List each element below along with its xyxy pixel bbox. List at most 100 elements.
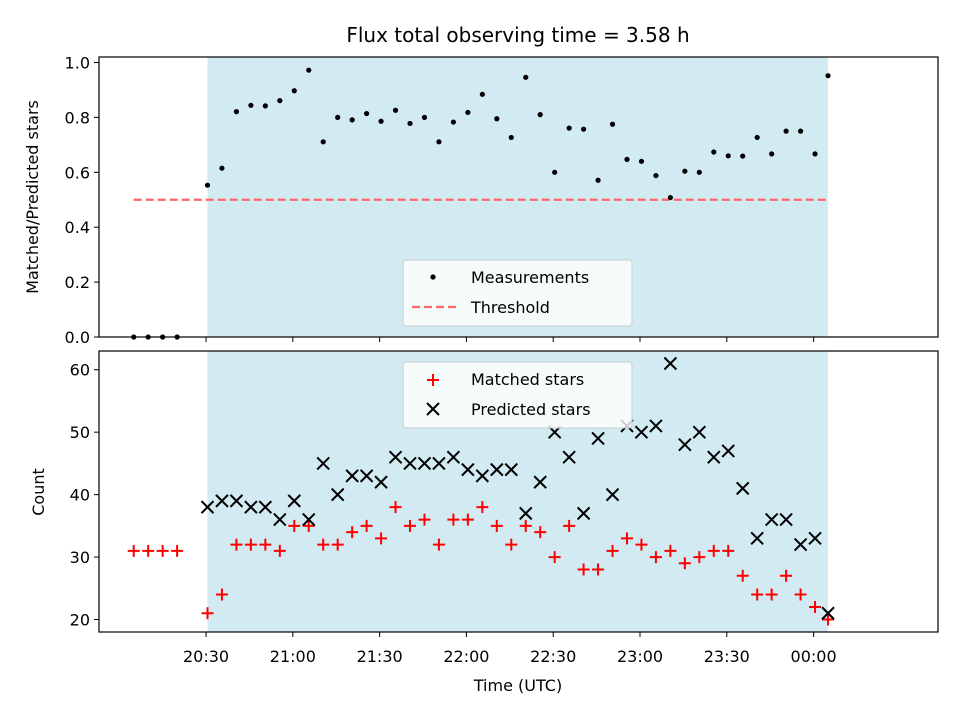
matched-star-point — [156, 544, 169, 557]
predicted-star-point — [374, 475, 388, 489]
matched-star-point — [678, 557, 691, 570]
matched-star-point — [519, 519, 532, 532]
predicted-star-point — [490, 462, 504, 477]
matched-star-point — [302, 519, 315, 532]
predicted-star-point — [707, 450, 721, 464]
measurement-point — [769, 151, 775, 157]
matched-star-point — [649, 551, 662, 564]
matched-star-point — [404, 519, 417, 532]
predicted-star-point — [417, 456, 432, 471]
matched-star-point — [476, 501, 489, 514]
predicted-star-point — [692, 425, 707, 439]
matched-star-point — [563, 519, 576, 532]
matched-star-point — [780, 569, 793, 582]
y-tick-label: 20 — [70, 611, 90, 630]
predicted-star-point — [273, 512, 287, 527]
legend-measurements-marker — [430, 274, 436, 280]
matched-star-point — [360, 519, 373, 532]
predicted-star-point — [302, 512, 316, 527]
measurement-point — [609, 121, 616, 127]
predicted-star-point — [446, 450, 461, 464]
predicted-star-point — [519, 506, 533, 521]
measurement-point — [349, 117, 355, 123]
predicted-star-point — [764, 512, 779, 527]
matched-star-point — [346, 526, 359, 539]
measurement-point — [653, 172, 659, 179]
matched-star-point — [259, 538, 272, 551]
measurement-point — [407, 120, 413, 127]
predicted-star-point — [345, 469, 359, 483]
bottom-y-axis-label: Count — [29, 468, 48, 516]
predicted-star-point — [634, 425, 649, 439]
matched-star-point — [548, 551, 561, 564]
x-tick-label: 21:00 — [270, 647, 316, 666]
measurement-point — [277, 98, 283, 104]
measurement-point — [682, 168, 688, 174]
x-tick-label: 21:30 — [357, 647, 403, 666]
predicted-star-point — [287, 494, 301, 508]
predicted-star-point — [649, 419, 663, 433]
matched-star-point — [273, 544, 286, 557]
predicted-star-point — [779, 512, 793, 527]
measurement-point — [508, 134, 514, 141]
top-legend: Measurements Threshold — [402, 259, 633, 327]
bottom-panel-frame — [98, 350, 939, 633]
measurement-point — [320, 139, 326, 145]
predicted-star-point — [793, 537, 808, 552]
measurement-point — [624, 156, 630, 162]
predicted-star-point — [736, 481, 750, 496]
measurement-point — [537, 112, 543, 118]
matched-star-point — [201, 607, 214, 620]
legend-matched-label: Matched stars — [471, 370, 584, 389]
measurement-point — [204, 182, 211, 188]
predicted-star-point — [605, 487, 620, 502]
x-axis-label: Time (UTC) — [473, 676, 562, 695]
measurement-point — [638, 158, 645, 164]
y-tick-label: 0.8 — [65, 108, 90, 127]
measurement-point — [552, 169, 558, 175]
matched-star-point — [809, 601, 822, 614]
legend-predicted-label: Predicted stars — [471, 400, 591, 419]
matched-star-point — [722, 544, 735, 557]
predicted-star-point — [244, 500, 258, 514]
x-tick-label: 20:30 — [183, 647, 229, 666]
measurement-point — [566, 125, 572, 131]
x-tick-label: 22:30 — [530, 647, 576, 666]
predicted-star-point — [432, 456, 446, 471]
y-tick-label: 1.0 — [65, 53, 90, 72]
x-tick-label: 22:00 — [443, 647, 489, 666]
measurement-point — [825, 73, 831, 79]
matched-star-point — [230, 538, 243, 551]
matched-star-point — [693, 551, 706, 564]
x-tick-label: 23:00 — [617, 647, 663, 666]
measurement-point — [812, 151, 818, 157]
measurement-point — [696, 169, 702, 175]
predicted-star-point — [403, 456, 417, 471]
measurement-point — [580, 126, 587, 132]
predicted-star-point — [461, 462, 475, 477]
matched-star-point — [389, 501, 402, 514]
matched-star-point — [736, 569, 749, 582]
measurement-point — [783, 128, 789, 134]
measurement-point — [378, 118, 384, 124]
predicted-star-point — [750, 531, 764, 546]
measurement-point — [392, 107, 399, 113]
matched-star-point — [127, 544, 140, 557]
measurement-point — [364, 110, 370, 117]
matched-star-point — [490, 519, 503, 532]
measurement-point — [667, 194, 673, 201]
measurement-point — [494, 116, 500, 122]
predicted-star-point — [200, 500, 215, 514]
measurement-point — [421, 114, 428, 120]
measurement-point — [450, 119, 457, 125]
matched-star-point — [592, 563, 605, 576]
top-panel: 0.0 0.2 0.4 0.6 0.8 1.0 Matched/Predicted sta… — [23, 53, 939, 347]
matched-star-point — [447, 513, 460, 526]
predicted-star-point — [821, 606, 835, 620]
measurement-point — [479, 91, 485, 97]
y-tick-label: 0.4 — [65, 218, 90, 237]
matched-star-point — [606, 544, 619, 557]
y-tick-label: 0.2 — [65, 273, 90, 292]
matched-star-point — [432, 538, 445, 551]
y-tick-label: 30 — [70, 548, 90, 567]
